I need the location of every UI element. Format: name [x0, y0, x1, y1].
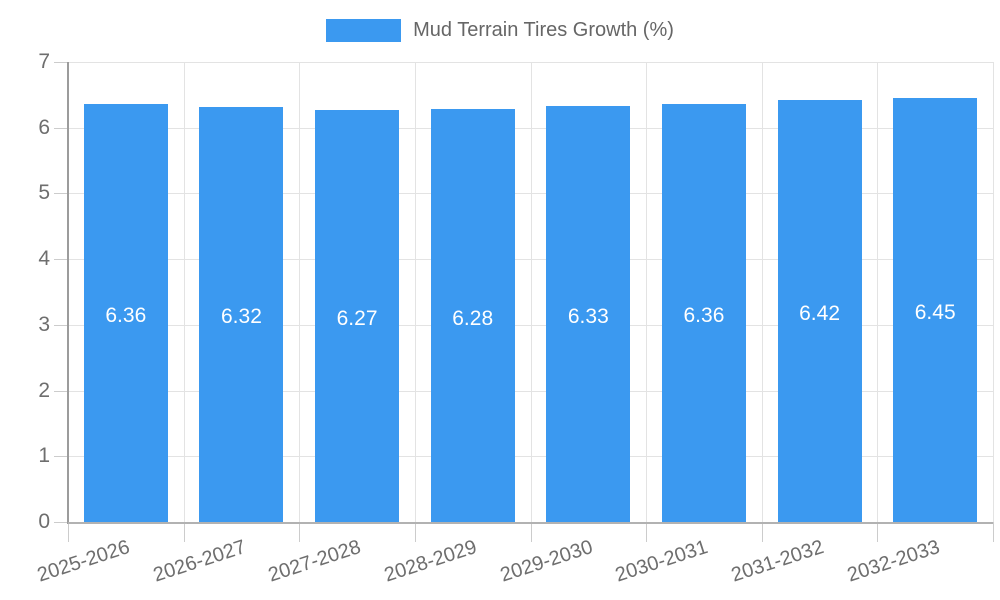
y-tick-mark [54, 193, 68, 195]
y-axis-tick-label: 4 [38, 247, 50, 271]
x-axis-tick-label: 2031-2032 [728, 536, 827, 587]
bar-value-label: 6.28 [452, 306, 494, 330]
x-axis-tick-label: 2032-2033 [844, 536, 942, 587]
y-axis-tick-label: 5 [38, 181, 50, 205]
bar-value-label: 6.45 [914, 301, 956, 325]
v-gridline [414, 62, 416, 522]
bar[interactable] [199, 106, 284, 522]
v-gridline [761, 62, 763, 522]
x-axis-line [68, 522, 993, 524]
y-tick-mark [54, 390, 68, 392]
bar[interactable] [893, 98, 978, 522]
legend: Mud Terrain Tires Growth (%) [0, 19, 1000, 42]
v-gridline [530, 62, 532, 522]
bar[interactable] [315, 109, 400, 522]
y-tick-mark [54, 259, 68, 261]
bar[interactable] [83, 104, 168, 522]
x-tick-mark [993, 522, 994, 542]
x-tick-mark [530, 522, 532, 542]
x-tick-mark [877, 522, 879, 542]
x-tick-mark [299, 522, 301, 542]
x-tick-mark [646, 522, 648, 542]
x-axis-tick-label: 2026-2027 [150, 536, 249, 587]
x-axis-tick-label: 2029-2030 [497, 536, 596, 587]
bar[interactable] [661, 104, 746, 522]
v-gridline [299, 62, 301, 522]
v-gridline [646, 62, 648, 522]
legend-item[interactable]: Mud Terrain Tires Growth (%) [326, 19, 674, 42]
y-axis-line [67, 62, 69, 524]
x-axis-tick-label: 2027-2028 [266, 536, 364, 587]
y-tick-mark [54, 62, 68, 63]
y-tick-mark [54, 127, 68, 129]
bar[interactable] [546, 106, 631, 522]
bar-value-label: 6.36 [105, 304, 147, 328]
x-axis-tick-label: 2030-2031 [612, 536, 711, 587]
y-tick-mark [54, 324, 68, 326]
y-tick-mark [54, 456, 68, 458]
x-axis-tick-label: 2028-2029 [381, 536, 480, 587]
v-gridline [183, 62, 185, 522]
legend-label: Mud Terrain Tires Growth (%) [413, 19, 674, 41]
bar-value-label: 6.42 [799, 302, 840, 326]
y-axis-tick-label: 3 [38, 312, 50, 336]
y-axis-tick-label: 6 [38, 115, 50, 139]
v-gridline [993, 62, 994, 522]
y-tick-mark [54, 522, 68, 523]
bar-value-label: 6.32 [221, 305, 262, 329]
bar-value-label: 6.27 [336, 306, 378, 330]
bar-value-label: 6.33 [567, 305, 609, 328]
bar[interactable] [777, 100, 862, 522]
v-gridline [877, 62, 879, 522]
x-tick-mark [414, 522, 416, 542]
x-tick-mark [183, 522, 185, 542]
bar[interactable] [430, 109, 515, 522]
x-tick-mark [68, 522, 69, 542]
y-axis-tick-label: 2 [38, 378, 50, 402]
legend-swatch-icon [326, 19, 402, 42]
x-axis-tick-label: 2025-2026 [34, 536, 133, 587]
x-tick-mark [761, 522, 763, 542]
bar-value-label: 6.36 [683, 304, 725, 328]
y-axis-tick-label: 1 [38, 444, 50, 468]
y-axis-tick-label: 7 [38, 50, 50, 73]
y-axis-tick-label: 0 [38, 510, 50, 533]
